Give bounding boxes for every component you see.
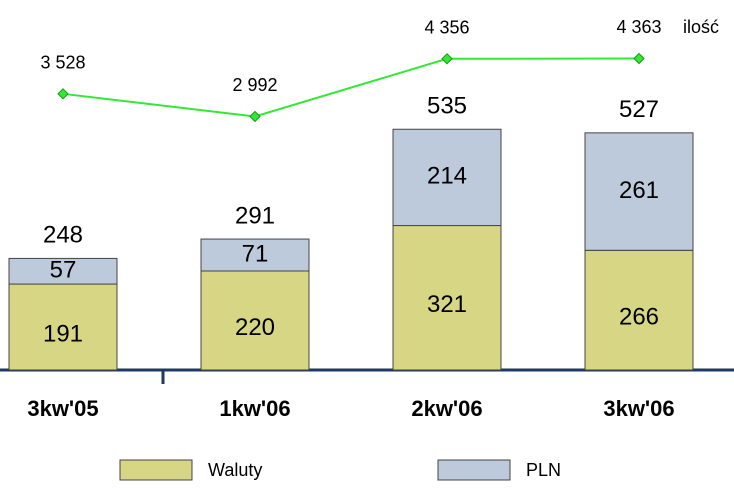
bar-value-label: 321 xyxy=(427,291,467,318)
line-value-label: 4 363 xyxy=(616,17,661,37)
legend-label: Waluty xyxy=(208,460,262,480)
bar-value-label: 261 xyxy=(619,177,659,204)
total-label: 535 xyxy=(427,93,467,120)
x-tick-label: 1kw'06 xyxy=(219,396,290,421)
line-value-label: 4 356 xyxy=(424,18,469,38)
line-marker xyxy=(441,53,453,65)
series-label: ilość xyxy=(683,17,719,37)
bar-value-label: 57 xyxy=(50,257,77,284)
bar-value-label: 214 xyxy=(427,163,467,190)
bar-segment xyxy=(200,270,310,371)
line-marker xyxy=(249,110,261,123)
legend-swatch xyxy=(119,459,193,481)
x-tick-label: 3kw'05 xyxy=(27,396,98,421)
total-label: 248 xyxy=(43,222,83,249)
total-label: 527 xyxy=(619,96,659,123)
bar-segment xyxy=(392,225,502,371)
line xyxy=(62,57,640,118)
legend-swatch xyxy=(437,459,511,481)
total-label: 291 xyxy=(235,202,275,229)
bar-segment xyxy=(584,249,694,371)
line-value-label: 3 528 xyxy=(40,53,85,73)
bar-segment xyxy=(392,128,502,227)
bar-value-label: 191 xyxy=(43,320,83,347)
bar-segment xyxy=(584,132,694,251)
bar-value-label: 71 xyxy=(242,240,269,267)
line-marker xyxy=(57,88,69,100)
line-value-label: 2 992 xyxy=(232,75,277,95)
bar-segment xyxy=(200,238,310,272)
line-marker xyxy=(633,52,645,65)
bar-segment xyxy=(8,283,118,371)
bar-value-label: 266 xyxy=(619,303,659,330)
bar-value-label: 220 xyxy=(235,314,275,341)
legend-label: PLN xyxy=(526,460,561,480)
bar-segment xyxy=(8,257,118,285)
x-tick-label: 3kw'06 xyxy=(603,396,674,421)
x-tick-label: 2kw'06 xyxy=(411,396,482,421)
